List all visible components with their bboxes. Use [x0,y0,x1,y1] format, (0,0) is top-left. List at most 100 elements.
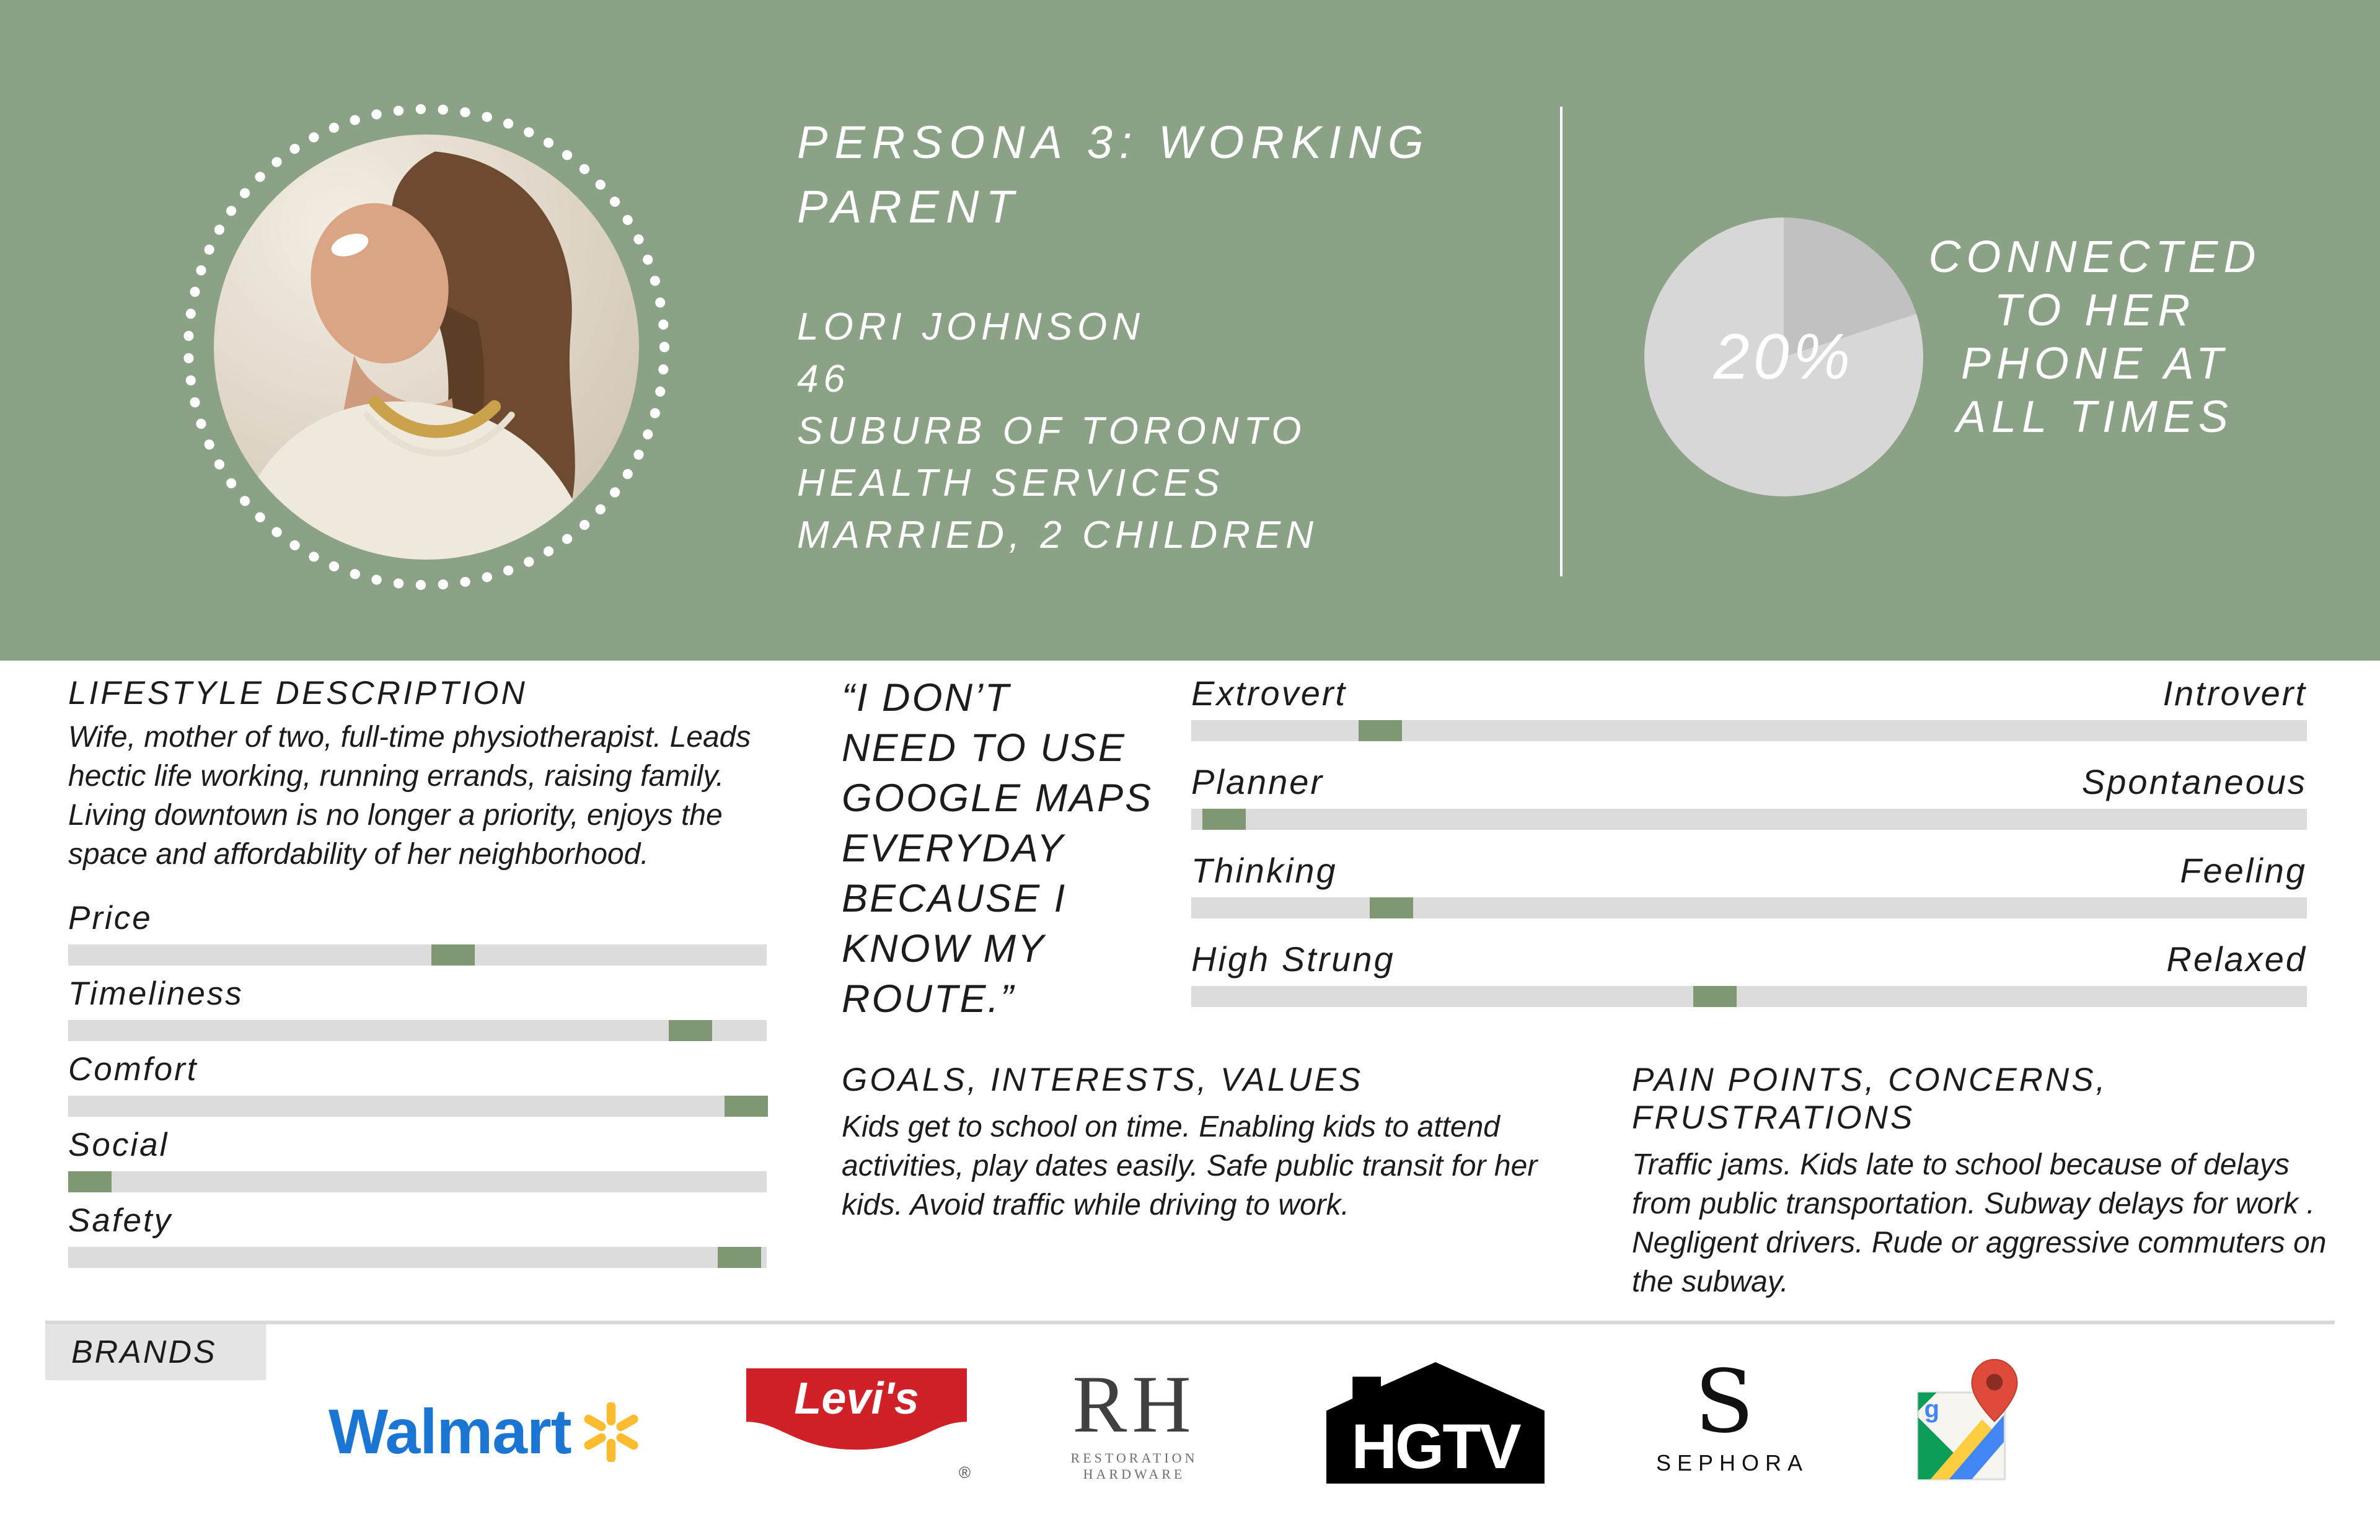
quote-line: GOOGLE MAPS [842,777,1153,820]
spectrum-track [1191,720,2307,741]
walmart-wordmark: Walmart [328,1396,572,1467]
stat-caption: CONNECTED TO HER PHONE AT ALL TIMES [1897,231,2293,444]
persona-quote: “I DON’T NEED TO USE GOOGLE MAPS EVERYDA… [842,673,1226,1024]
slider-label: Safety [68,1202,173,1239]
brand-sephora: S SEPHORA [1656,1352,1809,1476]
slider-comfort: Comfort [68,1051,769,1117]
slider-timeliness: Timeliness [68,975,767,1041]
quote-line: ROUTE.” [842,977,1015,1021]
hgtv-wordmark: HGTV [1351,1411,1521,1482]
persona-title-line: PERSONA 3: WORKING [797,117,1430,168]
spectrum-right-label: Feeling [2180,851,2307,890]
lifestyle-body: Wife, mother of two, full-time physiothe… [68,721,751,871]
slider-label: Comfort [68,1051,198,1088]
brand-walmart: Walmart [328,1396,641,1468]
stat-caption-line: CONNECTED [1928,232,2262,282]
persona-photo [214,134,639,560]
spectrum-track [1191,897,2307,918]
google-maps-icon: g [1917,1358,2018,1481]
stat-caption-line: TO HER [1994,286,2196,335]
quote-line: EVERYDAY [842,827,1065,870]
slider-track [68,1247,767,1268]
persona-photo-ring [178,99,674,595]
slider-social: Social [68,1127,767,1192]
brands-label-box: BRANDS [45,1324,266,1380]
slider-label: Price [68,900,152,936]
info-occupation: HEALTH SERVICES [797,462,1225,504]
pain-points-heading: PAIN POINTS, CONCERNS, FRUSTRATIONS [1632,1062,2108,1136]
spectrum-marker [1370,897,1413,918]
brand-restoration-hardware: RH RESTORATION HARDWARE [1054,1361,1215,1482]
spectrum-labels: Planner Spontaneous [1191,763,2307,801]
spectrum-right-label: Relaxed [2166,939,2307,979]
brand-google-maps: g [1908,1355,2032,1489]
spectrum-left-label: Extrovert [1191,674,1347,713]
spectrum-extrovert-introvert: Extrovert Introvert [1191,674,2307,741]
walmart-spark-icon [584,1402,638,1462]
slider-marker [68,1171,112,1192]
spectrum-right-label: Spontaneous [2081,762,2307,801]
persona-title-line: PARENT [797,181,1021,232]
spectrum-marker [1202,809,1246,830]
personality-spectrums: Extrovert Introvert Planner Spontaneous … [1191,674,2307,1029]
spectrum-labels: Thinking Feeling [1191,851,2307,890]
persona-info: LORI JOHNSON 46 SUBURB OF TORONTO HEALTH… [797,301,1318,561]
spectrum-labels: Extrovert Introvert [1191,674,2307,713]
pain-points-body: Traffic jams. Kids late to school becaus… [1632,1148,2327,1298]
spectrum-track [1191,809,2307,830]
spectrum-planner-spontaneous: Planner Spontaneous [1191,763,2307,830]
quote-line: BECAUSE I [842,877,1067,920]
brand-hgtv: HGTV [1326,1362,1545,1484]
spectrum-track [1191,986,2307,1007]
slider-marker [669,1020,713,1041]
persona-title: PERSONA 3: WORKING PARENT [797,110,1430,239]
spectrum-left-label: Thinking [1191,851,1338,890]
rh-subtext: RESTORATION HARDWARE [1070,1450,1198,1482]
quote-line: NEED TO USE [842,726,1126,770]
dotted-ring [183,104,669,590]
slider-safety: Safety [68,1202,767,1268]
brands-label: BRANDS [71,1334,217,1370]
goals-body: Kids get to school on time. Enabling kid… [842,1111,1538,1221]
quote-line: “I DON’T [842,676,1011,719]
goals-heading: GOALS, INTERESTS, VALUES [842,1062,1364,1098]
quote-line: KNOW MY [842,927,1046,970]
brand-levis: Levi's ® [746,1368,971,1482]
attribute-sliders: Price Timeliness Comfort Social Safety [68,900,769,1278]
spectrum-right-label: Introvert [2162,674,2307,713]
stat-pie-chart: 20% [1644,218,1923,496]
slider-price: Price [68,900,767,966]
slider-track [68,1020,767,1041]
spectrum-left-label: Planner [1191,762,1324,801]
slider-track [68,944,767,966]
rh-letters: RH [1072,1358,1196,1450]
sephora-s-icon: S [1695,1352,1754,1453]
header-divider [1560,107,1562,576]
spectrum-labels: High Strung Relaxed [1191,940,2307,979]
hgtv-house-icon: HGTV [1326,1362,1545,1484]
slider-label: Timeliness [68,975,244,1012]
spectrum-marker [1693,986,1737,1007]
pain-points-section: PAIN POINTS, CONCERNS, FRUSTRATIONS Traf… [1632,1061,2338,1301]
slider-marker [725,1096,769,1117]
stat-percent: 20% [1713,320,1854,393]
brands-divider [45,1321,2335,1324]
stat-caption-line: PHONE AT [1960,339,2229,389]
slider-label: Social [68,1127,169,1163]
spectrum-thinking-feeling: Thinking Feeling [1191,851,2307,918]
slider-track [68,1096,769,1117]
info-name: LORI JOHNSON [797,306,1145,348]
spectrum-marker [1359,720,1402,741]
sephora-wordmark: SEPHORA [1656,1450,1809,1476]
spectrum-left-label: High Strung [1191,939,1395,979]
levis-wordmark: Levi's [794,1374,919,1423]
header: PERSONA 3: WORKING PARENT LORI JOHNSON 4… [0,0,2380,661]
info-age: 46 [797,358,850,400]
levis-batwing-icon [746,1368,967,1450]
levis-registered-mark: ® [958,1463,971,1482]
slider-track [68,1171,767,1192]
info-family: MARRIED, 2 CHILDREN [797,514,1318,557]
info-location: SUBURB OF TORONTO [797,410,1307,452]
slider-marker [431,944,475,966]
